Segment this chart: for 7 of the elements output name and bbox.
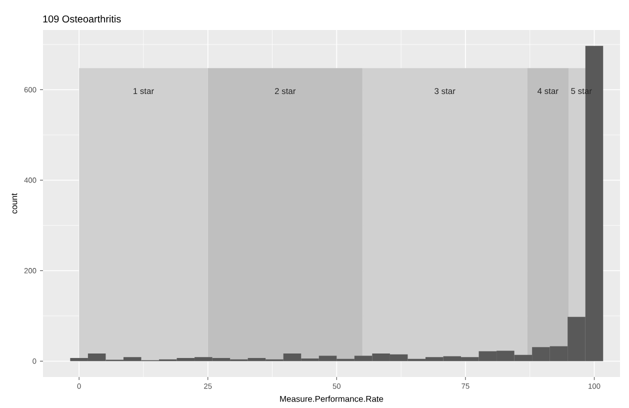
x-axis-title: Measure.Performance.Rate: [280, 396, 384, 402]
band-label: 3 star: [434, 88, 456, 94]
band-label: 4 star: [537, 88, 558, 94]
chart-title: 109 Osteoarthritis: [43, 15, 121, 22]
y-axis-title: count: [12, 193, 18, 214]
band-label: 1 star: [134, 88, 154, 94]
band-label: 2 star: [274, 88, 296, 94]
